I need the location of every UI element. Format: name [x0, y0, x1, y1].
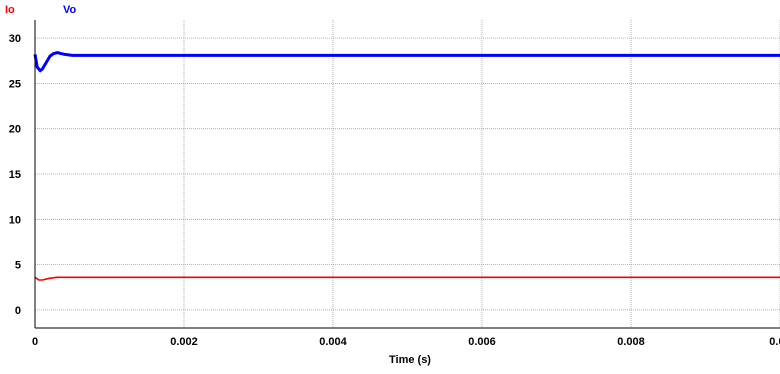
x-tick-label: 0.008 [617, 336, 645, 348]
y-tick-label: 5 [15, 260, 21, 272]
y-tick-label: 0 [15, 305, 21, 317]
x-axis: 0 0.002 0.004 0.006 0.008 0.01 [32, 327, 780, 348]
series-line-io [34, 276, 780, 281]
series-line-vo [33, 51, 780, 73]
y-tick-label: 20 [9, 124, 21, 136]
y-tick-label: 10 [9, 214, 21, 226]
legend-entry-vo: Vo [63, 4, 77, 16]
x-axis-title: Time (s) [389, 354, 431, 366]
x-tick-label: 0.006 [468, 336, 496, 348]
legend-entry-io: Io [5, 4, 15, 16]
y-axis: 0 5 10 15 20 25 30 [9, 20, 36, 328]
x-tick-label: 0.002 [170, 336, 198, 348]
x-tick-label: 0 [32, 336, 38, 348]
y-tick-label: 25 [9, 78, 21, 90]
y-tick-label: 30 [9, 33, 21, 45]
plot-area [33, 20, 780, 328]
legend: Io Vo [5, 4, 77, 16]
y-tick-label: 15 [9, 169, 21, 181]
x-tick-label: 0.01 [769, 336, 780, 348]
x-tick-label: 0.004 [319, 336, 347, 348]
